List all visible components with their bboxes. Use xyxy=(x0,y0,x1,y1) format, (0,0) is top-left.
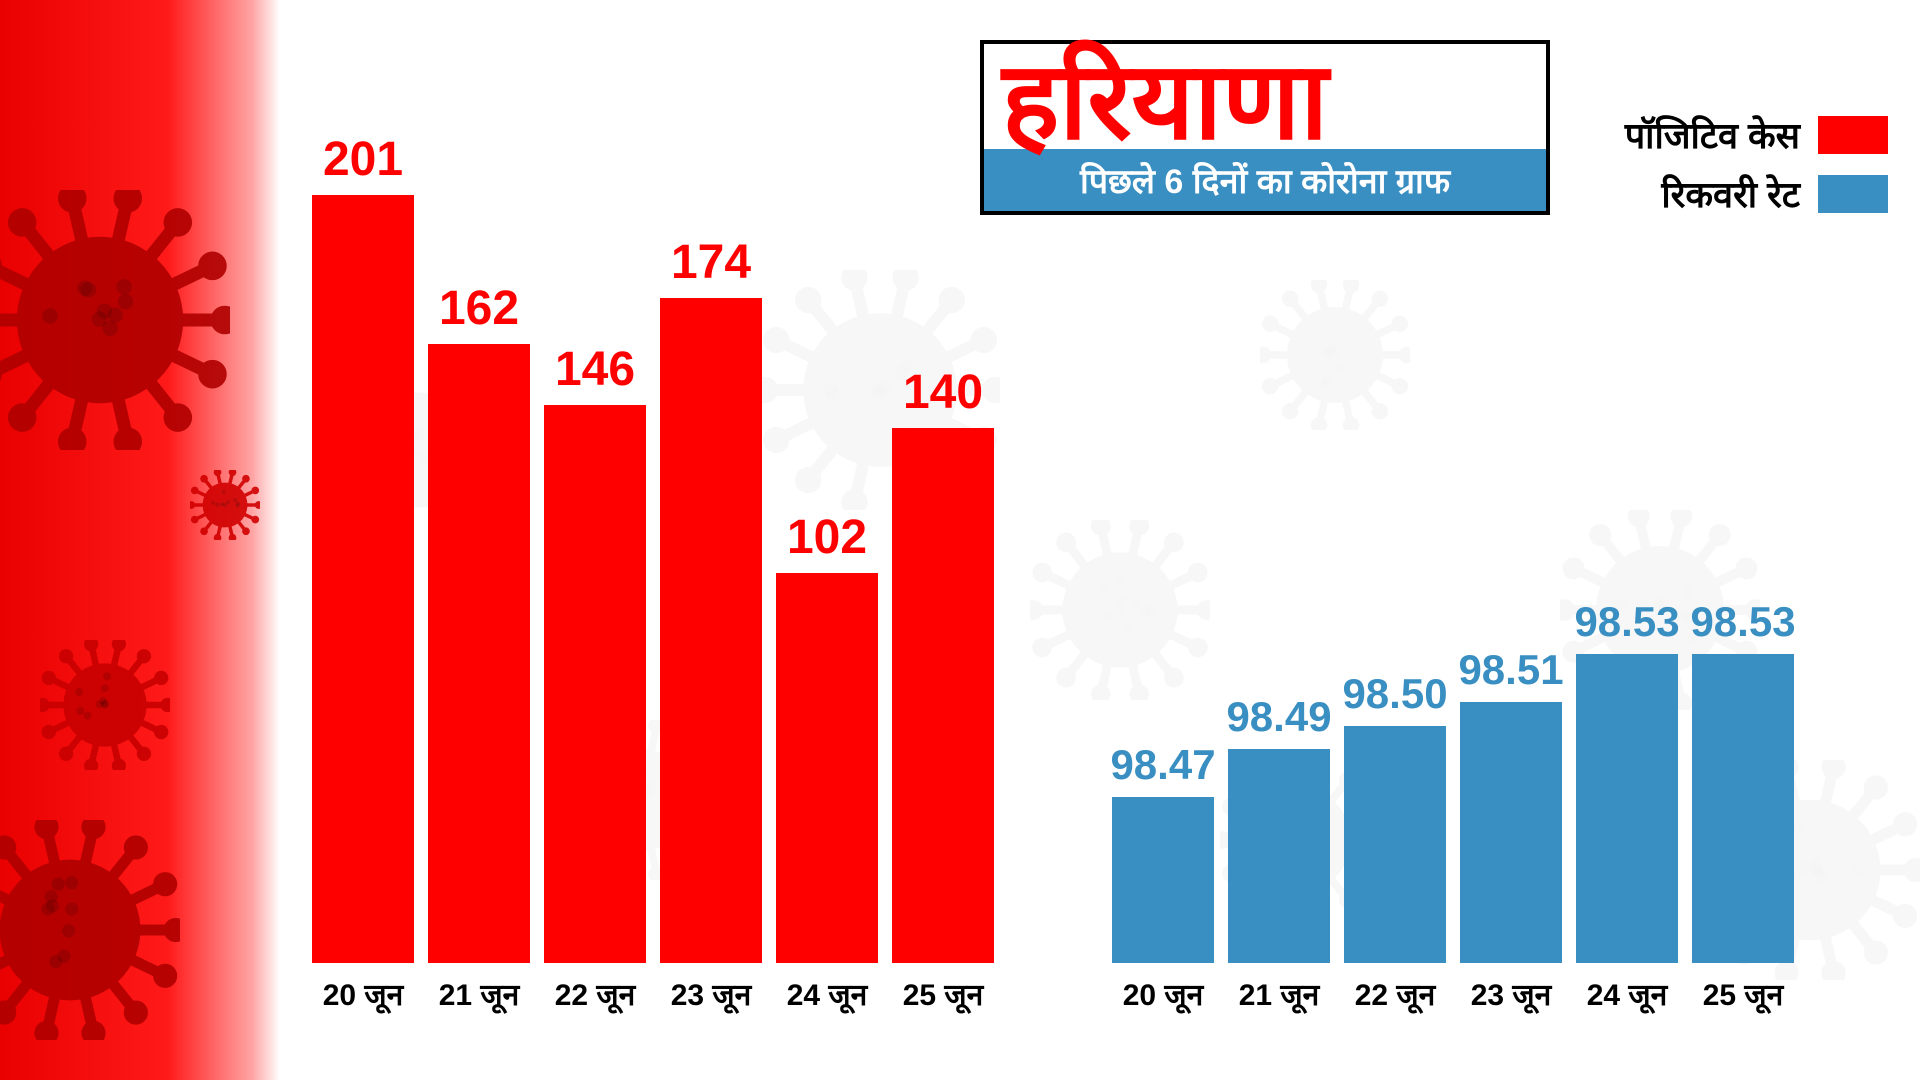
legend-item-positive: पॉजिटिव केस xyxy=(1580,110,1888,159)
bar-column: 140 25 जून xyxy=(892,365,994,1014)
positive-cases-chart: 201 20 जून 162 21 जून 146 22 जून 174 23 जून 102 2… xyxy=(312,132,994,1014)
bar-value-label: 162 xyxy=(439,281,519,336)
x-axis-label: 24 जून xyxy=(787,973,868,1014)
bar-value-label: 201 xyxy=(323,132,403,187)
bar-value-label: 98.51 xyxy=(1458,646,1563,694)
bar xyxy=(1228,749,1330,963)
virus-ghost-icon xyxy=(1260,280,1410,435)
bar-value-label: 140 xyxy=(903,365,983,420)
title-main: हरियाणा xyxy=(984,44,1546,149)
x-axis-label: 25 जून xyxy=(1703,973,1784,1014)
legend-item-recovery: रिकवरी रेट xyxy=(1580,169,1888,218)
legend-swatch xyxy=(1818,175,1888,213)
bar xyxy=(428,344,530,963)
bar-value-label: 102 xyxy=(787,510,867,565)
bar xyxy=(312,195,414,963)
bar-value-label: 98.49 xyxy=(1226,693,1331,741)
bar xyxy=(892,428,994,963)
bar-column: 174 23 जून xyxy=(660,235,762,1014)
bar-column: 98.47 20 जून xyxy=(1112,741,1214,1014)
bar-value-label: 98.53 xyxy=(1690,598,1795,646)
x-axis-label: 22 जून xyxy=(555,973,636,1014)
recovery-rate-chart: 98.47 20 जून 98.49 21 जून 98.50 22 जून 98.51 23… xyxy=(1112,598,1794,1014)
bar xyxy=(660,298,762,963)
bar-column: 102 24 जून xyxy=(776,510,878,1014)
x-axis-label: 24 जून xyxy=(1587,973,1668,1014)
bar-column: 98.53 25 जून xyxy=(1692,598,1794,1014)
legend: पॉजिटिव केस रिकवरी रेट xyxy=(1580,110,1888,228)
bar-value-label: 98.53 xyxy=(1574,598,1679,646)
bar xyxy=(1344,726,1446,964)
bar-column: 98.51 23 जून xyxy=(1460,646,1562,1014)
bar-column: 98.49 21 जून xyxy=(1228,693,1330,1014)
x-axis-label: 25 जून xyxy=(903,973,984,1014)
virus-icon xyxy=(40,640,170,770)
virus-icon xyxy=(0,190,230,450)
bar xyxy=(776,573,878,963)
x-axis-label: 23 जून xyxy=(671,973,752,1014)
bar-value-label: 146 xyxy=(555,342,635,397)
bar xyxy=(544,405,646,963)
bar-column: 98.50 22 जून xyxy=(1344,670,1446,1015)
bar-column: 98.53 24 जून xyxy=(1576,598,1678,1014)
x-axis-label: 20 जून xyxy=(323,973,404,1014)
bar-column: 162 21 जून xyxy=(428,281,530,1014)
bar xyxy=(1460,702,1562,963)
bar-value-label: 174 xyxy=(671,235,751,290)
title-box: हरियाणा पिछले 6 दिनों का कोरोना ग्राफ xyxy=(980,40,1550,215)
bar-column: 146 22 जून xyxy=(544,342,646,1014)
legend-swatch xyxy=(1818,116,1888,154)
x-axis-label: 22 जून xyxy=(1355,973,1436,1014)
x-axis-label: 21 जून xyxy=(439,973,520,1014)
x-axis-label: 23 जून xyxy=(1471,973,1552,1014)
x-axis-label: 20 जून xyxy=(1123,973,1204,1014)
legend-label: रिकवरी रेट xyxy=(1580,169,1800,218)
bar-column: 201 20 जून xyxy=(312,132,414,1014)
bar xyxy=(1576,654,1678,963)
bar xyxy=(1112,797,1214,963)
legend-label: पॉजिटिव केस xyxy=(1580,110,1800,159)
bar-value-label: 98.47 xyxy=(1110,741,1215,789)
virus-icon xyxy=(190,470,260,540)
bar-value-label: 98.50 xyxy=(1342,670,1447,718)
x-axis-label: 21 जून xyxy=(1239,973,1320,1014)
virus-icon xyxy=(0,820,180,1040)
bar xyxy=(1692,654,1794,963)
